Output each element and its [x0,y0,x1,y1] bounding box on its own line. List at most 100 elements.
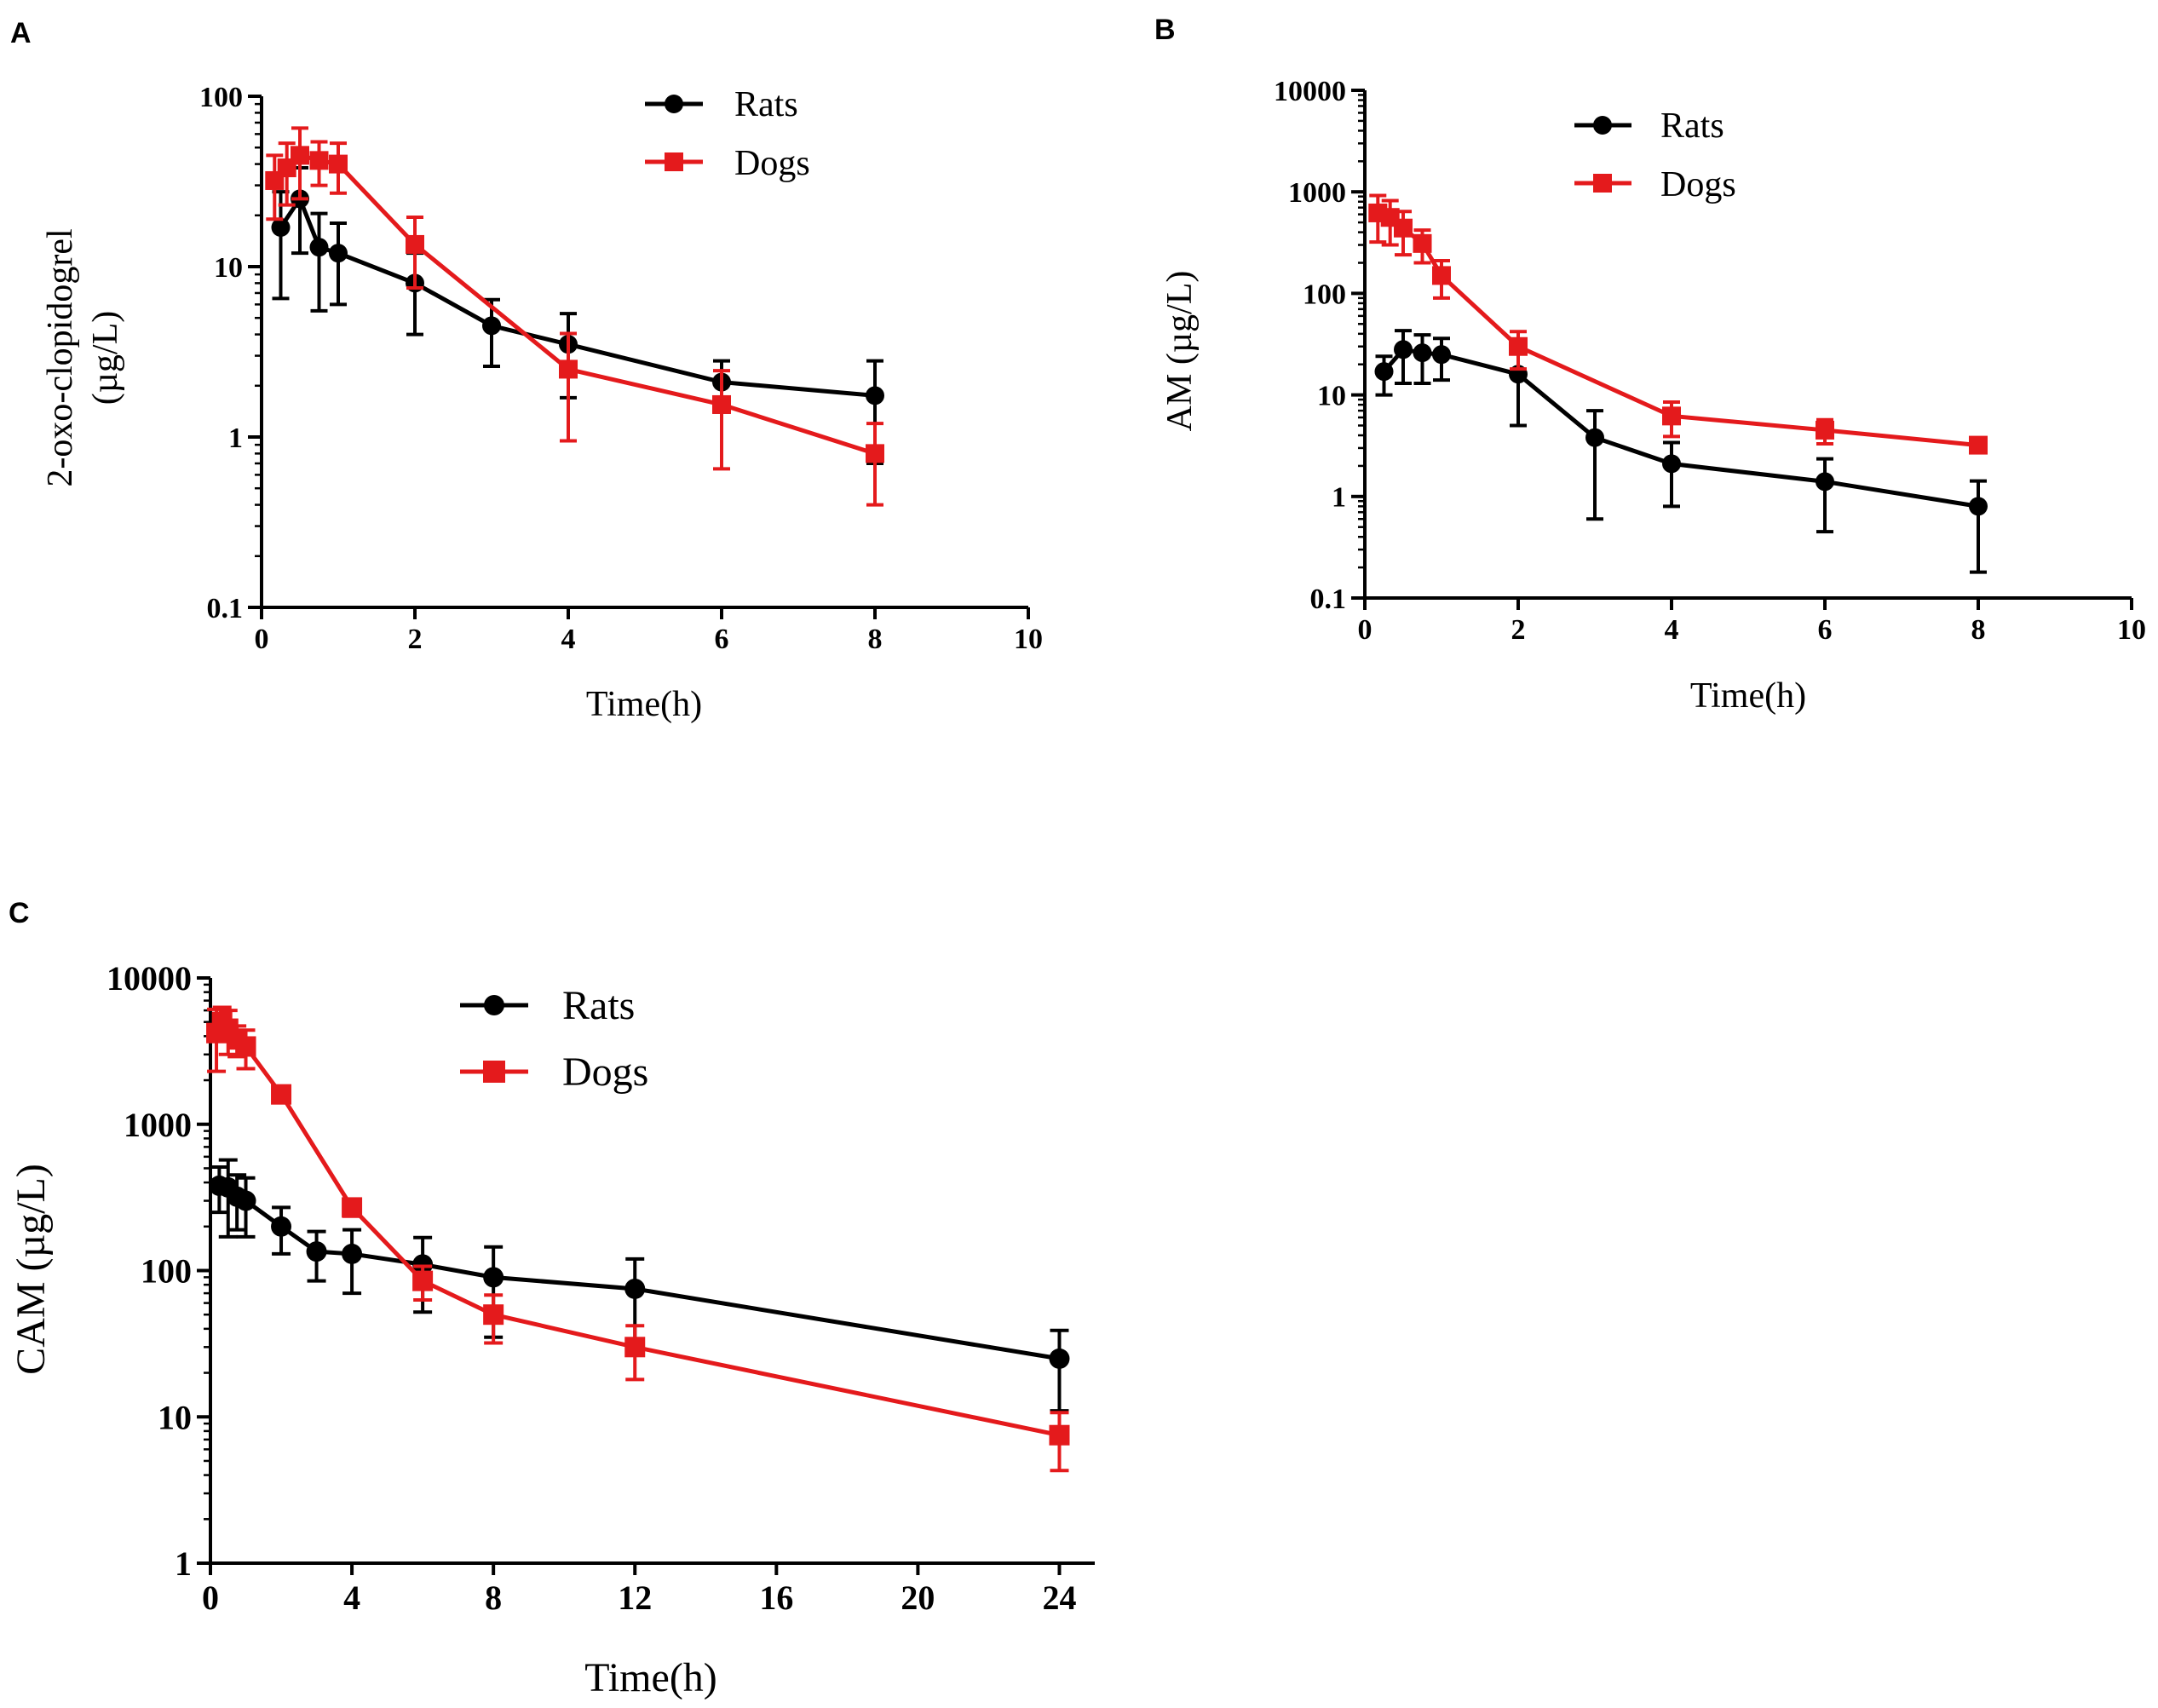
x-tick-label-a: 4 [561,624,576,655]
y-tick-label-b: 1000 [1288,177,1346,209]
x-tick-label-b: 8 [1971,614,1986,646]
data-point-rats [271,1216,292,1237]
panel-letter-c: C [9,897,30,929]
legend-b-dogs-marker [1593,174,1612,193]
x-tick-label-c: 0 [202,1579,219,1617]
y-tick-label-a: 1 [228,423,243,454]
data-point-dogs [712,394,731,414]
x-tick-label-a: 8 [868,624,883,655]
data-point-rats [235,1190,256,1211]
legend-a-rats-marker [665,95,683,113]
legend-b-rats-marker [1593,116,1612,135]
y-tick-label-c: 100 [141,1252,192,1291]
data-point-rats [412,1254,434,1275]
data-point-dogs [1816,420,1834,440]
data-point-rats [1394,340,1413,359]
x-tick-label-a: 6 [715,624,729,655]
series-c-rats [209,1158,1070,1413]
data-point-dogs [309,151,329,170]
y-tick-label-b: 1 [1332,482,1346,514]
data-point-dogs [235,1036,256,1057]
y-tick-label-a: 10 [214,252,243,284]
legend-c-rats-marker [484,995,504,1015]
data-point-dogs [1509,336,1528,356]
y-axis-title-b: AM (µg/L) [1160,271,1200,432]
legend-a: Rats Dogs [645,85,810,183]
x-tick-label-c: 24 [1042,1579,1076,1617]
y-tick-label-b: 10000 [1274,76,1346,107]
data-point-rats [866,386,884,405]
x-tick-label-b: 10 [2117,614,2146,646]
series-c-dogs [206,1005,1070,1473]
y-tick-label-c: 1 [175,1544,192,1583]
data-point-dogs [1969,435,1988,455]
x-axis-title-c: Time(h) [584,1655,717,1700]
x-tick-label-b: 0 [1358,614,1372,646]
data-point-rats [1432,345,1451,365]
legend-b-dogs-label: Dogs [1660,165,1736,204]
data-point-dogs [866,444,884,463]
x-tick-label-c: 16 [759,1579,793,1617]
panel-b: B 0 2 4 6 8 10 0.1 1 10 100 1000 10000 Time(h) AM (… [1154,14,2146,716]
panel-c: C 0 4 8 12 16 20 24 1 10 100 1000 10000 Time(h) CAM… [9,897,1095,1700]
y-axis-title-a-line1: 2-oxo-clopidogrel [41,228,80,486]
x-tick-label-a: 2 [408,624,423,655]
y-tick-label-b: 100 [1303,279,1346,310]
data-point-rats [1049,1348,1070,1369]
data-point-rats [1585,428,1604,447]
data-point-rats [1662,454,1681,474]
data-point-dogs [329,154,348,174]
data-point-dogs [624,1337,646,1358]
panel-a: A 0 2 4 6 8 10 0.1 1 10 100 Time(h) 2-oxo-clopido… [10,17,1043,724]
x-tick-label-c: 20 [901,1579,935,1617]
series-b-dogs [1368,193,1988,455]
x-axis-title-b: Time(h) [1690,676,1806,716]
x-tick-label-c: 4 [343,1579,360,1617]
y-tick-label-b: 10 [1317,381,1346,412]
data-point-dogs [1049,1424,1070,1446]
x-tick-label-b: 2 [1511,614,1526,646]
legend-c: Rats Dogs [460,983,648,1095]
y-tick-label-b: 0.1 [1310,584,1347,615]
data-point-dogs [406,234,424,254]
data-point-dogs [1413,233,1432,253]
y-tick-label-a: 0.1 [207,593,244,624]
data-point-dogs [1432,266,1451,285]
x-tick-label-c: 8 [485,1579,502,1617]
x-tick-label-a: 0 [255,624,269,655]
legend-b: Rats Dogs [1574,106,1736,204]
data-point-dogs [342,1197,363,1218]
data-point-dogs [412,1270,434,1291]
legend-b-rats-label: Rats [1660,106,1724,146]
legend-c-dogs-marker [483,1061,505,1083]
y-tick-label-c: 10 [158,1398,192,1436]
data-point-rats [342,1243,363,1264]
y-axis-title-c: CAM (µg/L) [9,1164,54,1375]
x-tick-label-a: 10 [1014,624,1043,655]
y-tick-label-c: 10000 [106,959,192,998]
data-point-rats [483,1267,504,1288]
data-point-rats [309,238,329,257]
panel-letter-a: A [10,17,32,49]
legend-a-dogs-label: Dogs [734,144,810,183]
data-point-rats [306,1241,327,1262]
x-axis-title-a: Time(h) [586,685,702,724]
data-point-rats [1413,343,1432,363]
y-axis-title-a-line2: (µg/L) [86,311,125,405]
y-tick-label-c: 1000 [124,1106,192,1144]
series-a-dogs [265,126,884,507]
y-tick-label-a: 100 [199,82,243,113]
data-point-dogs [1394,218,1413,238]
x-tick-label-b: 4 [1665,614,1679,646]
data-point-rats [329,244,348,263]
panel-letter-b: B [1154,14,1176,46]
data-point-rats [624,1278,646,1299]
data-point-rats [1374,362,1394,382]
data-point-rats [271,217,291,237]
data-point-rats [482,316,501,336]
legend-c-rats-label: Rats [562,983,635,1028]
legend-a-rats-label: Rats [734,85,798,124]
data-point-dogs [271,1084,292,1105]
